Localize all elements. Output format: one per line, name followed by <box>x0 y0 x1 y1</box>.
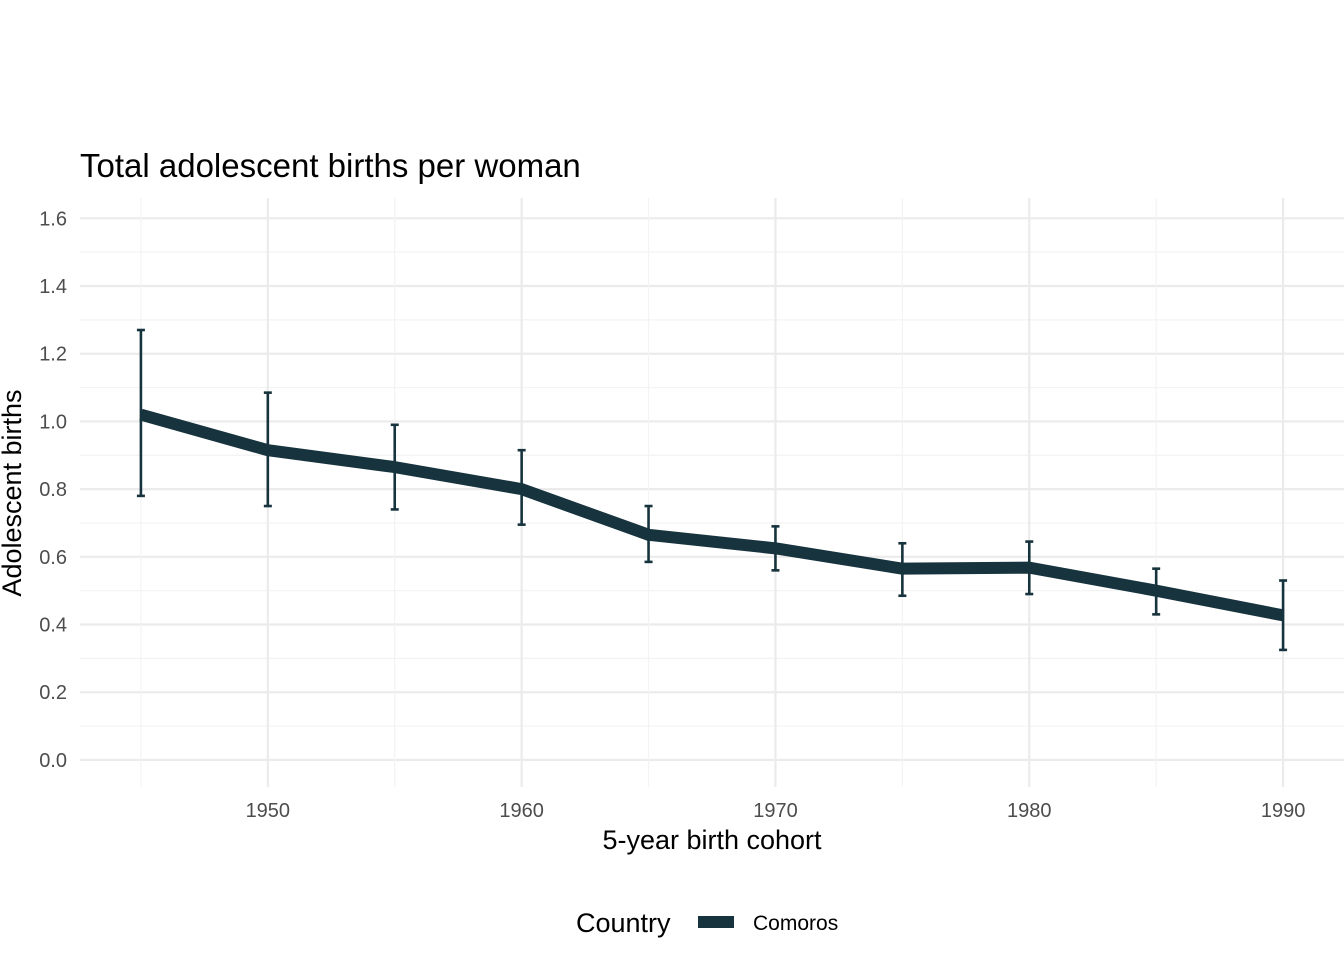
legend-title: Country <box>576 908 671 938</box>
y-axis-tick-labels: 0.0 0.2 0.4 0.6 0.8 1.0 1.2 1.4 1.6 <box>39 208 67 772</box>
series-lines <box>139 408 1285 622</box>
y-tick-label: 0.4 <box>39 615 67 637</box>
y-tick-label: 1.0 <box>39 411 67 433</box>
y-tick-label: 0.2 <box>39 682 67 704</box>
legend: Country Comoros <box>576 908 838 938</box>
x-tick-label: 1950 <box>246 800 291 822</box>
y-tick-label: 1.6 <box>39 208 67 230</box>
y-axis-title: Adolescent births <box>0 389 27 596</box>
series-line-comoros <box>139 408 1285 622</box>
chart-title: Total adolescent births per woman <box>80 147 581 184</box>
x-tick-label: 1960 <box>499 800 544 822</box>
gridlines <box>80 198 1344 787</box>
y-tick-label: 0.6 <box>39 547 67 569</box>
x-axis-tick-labels: 1950 1960 1970 1980 1990 <box>246 800 1306 822</box>
legend-label-comoros: Comoros <box>753 912 838 935</box>
x-axis-title: 5-year birth cohort <box>602 825 822 855</box>
y-tick-label: 1.2 <box>39 344 67 366</box>
y-tick-label: 0.8 <box>39 479 67 501</box>
x-tick-label: 1980 <box>1007 800 1052 822</box>
x-tick-label: 1970 <box>753 800 798 822</box>
error-bar <box>136 328 145 498</box>
x-tick-label: 1990 <box>1261 800 1306 822</box>
legend-swatch-comoros <box>698 916 734 928</box>
y-tick-label: 1.4 <box>39 276 67 298</box>
y-tick-label: 0.0 <box>39 750 67 772</box>
